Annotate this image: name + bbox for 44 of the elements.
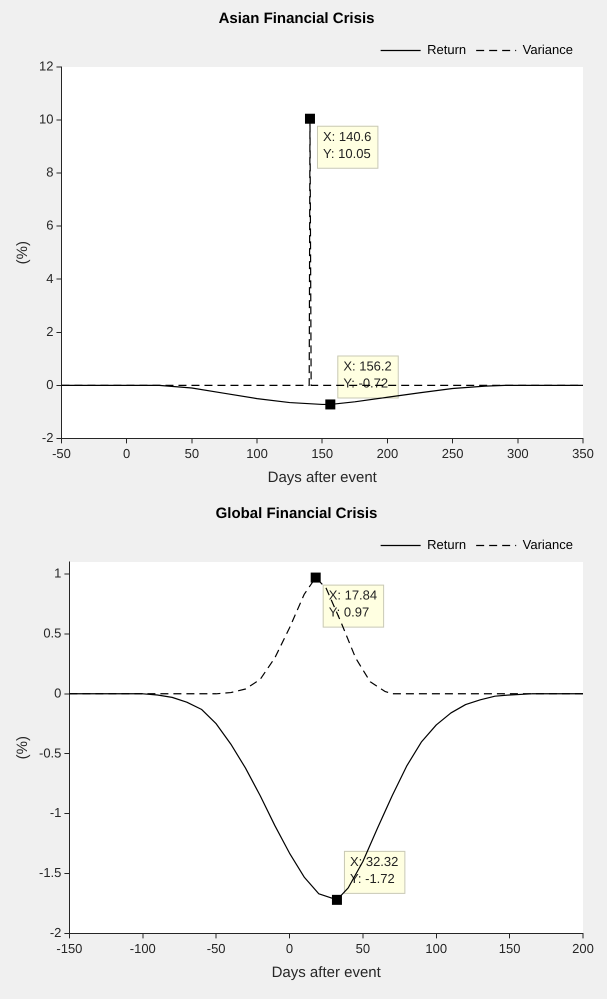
- x-axis-title: Days after event: [272, 964, 382, 982]
- x-tick-label: 0: [123, 446, 130, 461]
- y-tick-label: 10: [38, 112, 54, 127]
- annotation: X: 140.6 Y: 10.05: [322, 128, 372, 161]
- legend-label: Variance: [522, 537, 573, 552]
- x-tick-label: 200: [572, 940, 594, 956]
- x-tick-label: 150: [498, 940, 520, 956]
- y-tick-label: -0.5: [38, 745, 62, 760]
- x-tick-label: 100: [425, 940, 448, 956]
- y-axis-title: (%): [14, 736, 32, 760]
- y-tick-label: -1.5: [38, 865, 62, 880]
- x-tick-label: -100: [130, 940, 156, 956]
- x-tick-label: 100: [246, 446, 268, 461]
- y-tick-label: 1: [54, 566, 62, 581]
- x-tick-label: 300: [506, 446, 529, 461]
- y-tick-label: 6: [46, 218, 54, 233]
- legend-label: Return: [427, 537, 466, 552]
- y-tick-label: 8: [46, 164, 54, 180]
- y-tick-label: 0.5: [43, 625, 62, 640]
- y-tick-label: -2: [50, 924, 62, 940]
- x-tick-label: -50: [206, 940, 226, 956]
- y-tick-label: 12: [38, 58, 54, 74]
- x-tick-label: 250: [442, 446, 464, 461]
- y-tick-label: 2: [46, 324, 54, 339]
- y-tick-label: 0: [46, 376, 54, 392]
- x-tick-label: 50: [356, 940, 370, 956]
- x-tick-label: -150: [56, 940, 82, 956]
- x-tick-label: 150: [311, 446, 334, 461]
- legend-label: Variance: [522, 42, 573, 58]
- y-tick-label: 0: [54, 685, 62, 700]
- y-tick-label: -2: [42, 430, 54, 445]
- chart-title: Asian Financial Crisis: [218, 10, 374, 28]
- chart-title: Global Financial Crisis: [216, 505, 378, 522]
- y-tick-label: 4: [46, 270, 54, 286]
- x-axis-title: Days after event: [268, 469, 378, 486]
- y-axis-title: (%): [14, 241, 32, 264]
- x-tick-label: 200: [376, 446, 398, 461]
- x-tick-label: 0: [286, 940, 294, 956]
- x-tick-label: -50: [52, 446, 71, 461]
- legend-label: Return: [427, 42, 466, 58]
- y-tick-label: -1: [50, 805, 62, 820]
- x-tick-label: 350: [572, 446, 594, 461]
- x-tick-label: 50: [184, 446, 200, 461]
- annotation: X: 17.84 Y: 0.97: [328, 588, 378, 620]
